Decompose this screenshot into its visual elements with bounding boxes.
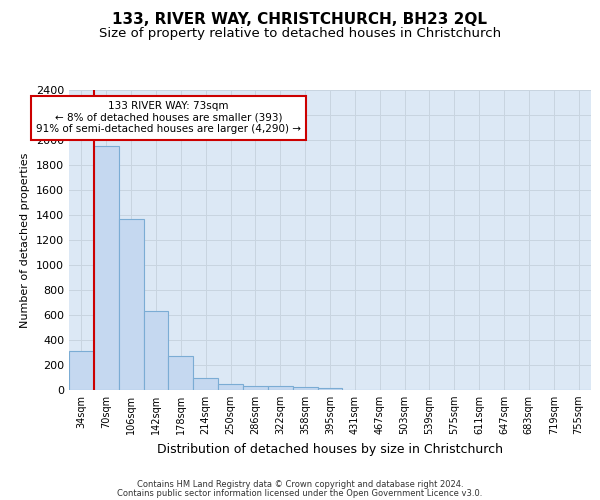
Bar — [218, 384, 243, 390]
Bar — [243, 386, 268, 390]
Text: Size of property relative to detached houses in Christchurch: Size of property relative to detached ho… — [99, 28, 501, 40]
Bar — [193, 378, 218, 390]
Text: Contains HM Land Registry data © Crown copyright and database right 2024.: Contains HM Land Registry data © Crown c… — [137, 480, 463, 489]
Bar — [268, 386, 293, 390]
Bar — [69, 351, 94, 390]
Bar — [143, 311, 169, 390]
Text: 133, RIVER WAY, CHRISTCHURCH, BH23 2QL: 133, RIVER WAY, CHRISTCHURCH, BH23 2QL — [113, 12, 487, 28]
Y-axis label: Number of detached properties: Number of detached properties — [20, 152, 31, 328]
Bar — [317, 388, 343, 390]
Text: 133 RIVER WAY: 73sqm
← 8% of detached houses are smaller (393)
91% of semi-detac: 133 RIVER WAY: 73sqm ← 8% of detached ho… — [36, 101, 301, 134]
Bar — [119, 219, 143, 390]
X-axis label: Distribution of detached houses by size in Christchurch: Distribution of detached houses by size … — [157, 442, 503, 456]
Bar — [169, 356, 193, 390]
Bar — [293, 387, 317, 390]
Text: Contains public sector information licensed under the Open Government Licence v3: Contains public sector information licen… — [118, 488, 482, 498]
Bar — [94, 146, 119, 390]
